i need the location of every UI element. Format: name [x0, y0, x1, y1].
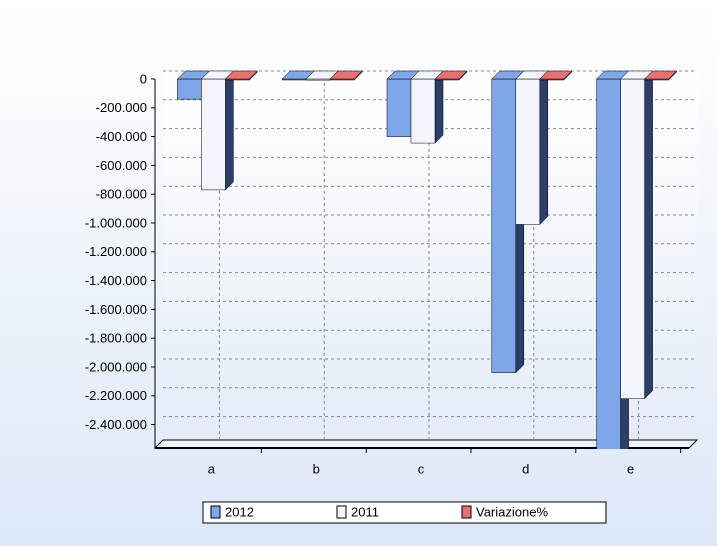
bar-top	[643, 70, 678, 80]
legend-swatch	[336, 505, 347, 519]
bars	[176, 70, 678, 449]
y-tick-label: -400.000	[96, 129, 147, 144]
y-tick-label: -200.000	[96, 100, 147, 115]
bar-top	[329, 70, 363, 80]
x-tick-label: d	[522, 461, 529, 476]
bar-side	[539, 70, 549, 226]
x-tick-label: b	[313, 461, 320, 476]
y-tick-label: -1.200.000	[85, 244, 147, 259]
bar-side	[225, 70, 234, 191]
y-tick-label: -1.400.000	[85, 273, 147, 288]
bar	[177, 78, 202, 100]
y-tick-label: -2.200.000	[85, 388, 147, 403]
legend-swatch	[461, 505, 472, 519]
bar	[620, 78, 645, 399]
bar	[386, 78, 412, 137]
bar	[410, 78, 436, 144]
bar-side	[434, 70, 444, 144]
legend-label: 2011	[351, 504, 379, 519]
legend-label: Variazione%	[476, 504, 548, 519]
y-tick-label: -1.000.000	[85, 215, 147, 230]
y-tick-label: -1.800.000	[85, 331, 147, 346]
x-tick-label: e	[627, 461, 634, 476]
y-tick-label: -1.600.000	[85, 302, 147, 317]
legend-swatch	[210, 505, 221, 519]
x-tick-label: a	[208, 461, 216, 476]
legend-box	[202, 501, 607, 524]
bar-top	[224, 70, 259, 80]
y-tick-label: -800.000	[96, 187, 147, 202]
y-tick-label: -2.000.000	[85, 359, 147, 374]
bar	[491, 78, 517, 374]
bar	[596, 78, 621, 449]
y-tick-label: -2.400.000	[85, 417, 147, 432]
y-tick-label: -600.000	[96, 158, 147, 173]
legend-label: 2012	[225, 504, 254, 519]
y-tick-label: 0	[140, 71, 147, 86]
bar-top	[434, 70, 468, 80]
bar	[515, 78, 541, 225]
bar	[201, 78, 226, 191]
bar-top	[539, 70, 573, 80]
x-tick-label: c	[418, 461, 425, 476]
bar-side	[644, 70, 653, 400]
